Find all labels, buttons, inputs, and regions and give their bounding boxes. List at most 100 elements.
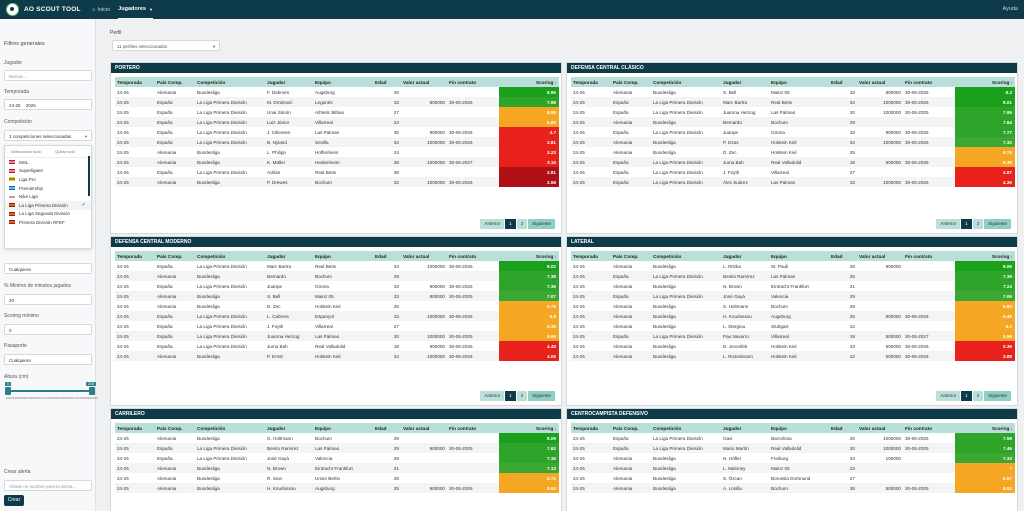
table-row[interactable]: 24-25 Alemania Bundesliga H. Koudossou Augsb… xyxy=(115,483,559,493)
dropdown-scrollbar[interactable] xyxy=(88,156,90,196)
column-header[interactable]: Equipo xyxy=(313,77,373,87)
table-row[interactable]: 24-25 España La Liga Primera División Juma … xyxy=(571,157,1015,167)
table-row[interactable]: 24-25 España La Liga Primera División Adriá… xyxy=(115,167,559,177)
column-header[interactable]: Equipo xyxy=(769,77,829,87)
nav-home[interactable]: ⌂ Inicio xyxy=(92,0,110,19)
column-header[interactable]: Temporada xyxy=(571,77,611,87)
competition-option[interactable]: MSL xyxy=(5,158,91,167)
season-input[interactable]: 24-25 2025 xyxy=(4,99,92,110)
column-header[interactable]: Edad xyxy=(829,77,857,87)
table-row[interactable]: 24-25 Alemania Bundesliga S. Bell Mainz 05 33… xyxy=(571,87,1015,97)
column-header[interactable]: Competición xyxy=(651,251,721,261)
scoring-input[interactable]: 0 xyxy=(4,324,92,335)
table-row[interactable]: 24-25 España La Liga Primera División Pau N… xyxy=(571,331,1015,341)
column-header[interactable]: Competición xyxy=(195,251,265,261)
column-header[interactable]: Edad xyxy=(373,251,401,261)
table-row[interactable]: 24-25 España La Liga Primera División José … xyxy=(115,453,559,463)
column-header[interactable]: Fin contrato xyxy=(447,423,499,433)
table-row[interactable]: 24-25 Alemania Bundesliga P. Ernst Holstein … xyxy=(115,351,559,361)
column-header[interactable]: Competición xyxy=(195,423,265,433)
competition-option[interactable]: Premiership xyxy=(5,184,91,193)
column-header[interactable]: Edad xyxy=(829,423,857,433)
column-header[interactable]: Temporada xyxy=(571,423,611,433)
column-header[interactable]: País Comp. xyxy=(611,423,651,433)
competition-option[interactable]: La Liga Primera División ✓ xyxy=(5,200,91,210)
column-header[interactable]: Equipo xyxy=(313,251,373,261)
column-header[interactable]: Scoring ↓ xyxy=(955,251,1015,261)
table-row[interactable]: 24-25 España La Liga Primera División Juma … xyxy=(115,341,559,351)
column-header[interactable]: País Comp. xyxy=(155,423,195,433)
column-header[interactable]: Jugador xyxy=(721,423,769,433)
table-row[interactable]: 24-25 Alemania Bundesliga L. Stergiou Stuttg… xyxy=(571,321,1015,331)
column-header[interactable]: Edad xyxy=(829,251,857,261)
competition-option[interactable]: Liga Pro xyxy=(5,175,91,184)
column-header[interactable]: Competición xyxy=(651,77,721,87)
select-all-button[interactable]: Seleccionar todo xyxy=(11,149,41,154)
table-row[interactable]: 24-25 Alemania Bundesliga D. Zec Holstein Ki… xyxy=(571,147,1015,157)
page-1-button[interactable]: 1 xyxy=(961,219,973,229)
competition-option[interactable]: Superligaen xyxy=(5,167,91,176)
table-row[interactable]: 24-25 Alemania Bundesliga S. Bell Mainz 05 33… xyxy=(115,291,559,301)
table-row[interactable]: 24-25 Alemania Bundesliga G. Holtmann Bochum… xyxy=(115,433,559,443)
column-header[interactable]: Scoring ↓ xyxy=(499,251,559,261)
passport-select[interactable]: Cualquiera xyxy=(4,354,92,365)
table-row[interactable]: 24-25 Alemania Bundesliga K. Müller Heidenhe… xyxy=(115,157,559,167)
column-header[interactable]: Competición xyxy=(195,77,265,87)
table-row[interactable]: 24-25 España La Liga Primera División Gavi B… xyxy=(571,433,1015,443)
column-header[interactable]: Fin contrato xyxy=(903,77,955,87)
column-header[interactable]: Fin contrato xyxy=(903,251,955,261)
next-page-button[interactable]: Siguiente xyxy=(528,391,556,401)
column-header[interactable]: País Comp. xyxy=(611,251,651,261)
table-row[interactable]: 24-25 España La Liga Primera División Marc … xyxy=(571,97,1015,107)
column-header[interactable]: Edad xyxy=(373,423,401,433)
column-header[interactable]: Scoring ↓ xyxy=(955,77,1015,87)
table-row[interactable]: 24-25 España La Liga Primera División Marc … xyxy=(115,261,559,271)
column-header[interactable]: Competición xyxy=(651,423,721,433)
column-header[interactable]: Jugador xyxy=(721,251,769,261)
table-row[interactable]: 24-25 España La Liga Primera División Juanm… xyxy=(115,331,559,341)
nav-players[interactable]: Jugadores ▼ xyxy=(118,0,153,19)
table-row[interactable]: 24-25 Alemania Bundesliga D. Jevonfek Holste… xyxy=(571,341,1015,351)
competition-option[interactable]: Nike Liga xyxy=(5,192,91,201)
table-row[interactable]: 24-25 España La Liga Primera División Mario… xyxy=(571,443,1015,453)
table-row[interactable]: 24-25 España La Liga Primera División L. Ca… xyxy=(115,311,559,321)
table-row[interactable]: 24-25 Alemania Bundesliga D. Zec Holstein Ki… xyxy=(115,301,559,311)
table-row[interactable]: 24-25 España La Liga Primera División José … xyxy=(571,291,1015,301)
table-row[interactable]: 24-25 España La Liga Primera División J. Ci… xyxy=(115,127,559,137)
table-row[interactable]: 24-25 Alemania Bundesliga S. Özcan Borussia … xyxy=(571,473,1015,483)
column-header[interactable]: Jugador xyxy=(265,77,313,87)
table-row[interactable]: 24-25 Alemania Bundesliga N. Brown Eintracht… xyxy=(115,463,559,473)
competition-select[interactable]: 2 competiciones seleccionadas ▼ xyxy=(4,130,92,141)
page-2-button[interactable]: 2 xyxy=(516,219,529,229)
next-page-button[interactable]: Siguiente xyxy=(984,219,1012,229)
table-row[interactable]: 24-25 Alemania Bundesliga Bernardo Bochum 29 7… xyxy=(571,117,1015,127)
clear-all-button[interactable]: Quitar todo xyxy=(55,149,75,154)
column-header[interactable]: País Comp. xyxy=(155,251,195,261)
player-search-input[interactable]: Buscar... xyxy=(4,70,92,81)
table-row[interactable]: 24-25 Alemania Bundesliga Bernardo Bochum 29 7… xyxy=(115,271,559,281)
height-slider[interactable] xyxy=(5,387,95,395)
column-header[interactable]: Fin contrato xyxy=(447,77,499,87)
prev-page-button[interactable]: Anterior xyxy=(936,219,962,229)
page-2-button[interactable]: 2 xyxy=(516,391,529,401)
column-header[interactable]: Scoring ↓ xyxy=(499,77,559,87)
column-header[interactable]: Jugador xyxy=(265,423,313,433)
column-header[interactable]: Scoring ↓ xyxy=(955,423,1015,433)
table-row[interactable]: 24-25 España La Liga Primera División Benit… xyxy=(115,443,559,453)
column-header[interactable]: Valor actual xyxy=(857,423,903,433)
table-row[interactable]: 24-25 España La Liga Primera División Benit… xyxy=(571,271,1015,281)
competition-option[interactable]: La Liga Segunda División xyxy=(5,210,91,219)
table-row[interactable]: 24-25 España La Liga Primera División Juanm… xyxy=(571,107,1015,117)
page-2-button[interactable]: 2 xyxy=(972,219,985,229)
column-header[interactable]: Equipo xyxy=(313,423,373,433)
next-page-button[interactable]: Siguiente xyxy=(984,391,1012,401)
column-header[interactable]: País Comp. xyxy=(611,77,651,87)
table-row[interactable]: 24-25 Alemania Bundesliga N. Höfler Freiburg… xyxy=(571,453,1015,463)
next-page-button[interactable]: Siguiente xyxy=(528,219,556,229)
column-header[interactable]: País Comp. xyxy=(155,77,195,87)
table-row[interactable]: 24-25 España La Liga Primera División Álex … xyxy=(571,177,1015,187)
alert-name-input[interactable]: Añade un nombre para la alerta... xyxy=(4,480,92,491)
profile-select[interactable]: 11 perfiles seleccionados ▼ xyxy=(112,40,220,51)
create-alert-button[interactable]: Crear xyxy=(4,495,24,506)
table-row[interactable]: 24-25 España La Liga Primera División J. Fo… xyxy=(115,321,559,331)
